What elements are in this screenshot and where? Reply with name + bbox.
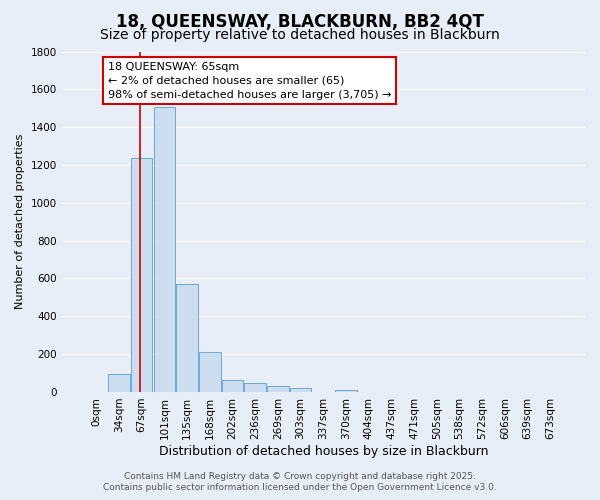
Bar [108, 374, 130, 392]
Text: Contains HM Land Registry data © Crown copyright and database right 2025.
Contai: Contains HM Land Registry data © Crown c… [103, 472, 497, 492]
Text: Size of property relative to detached houses in Blackburn: Size of property relative to detached ho… [100, 28, 500, 42]
Bar [244, 383, 266, 392]
Bar [131, 158, 152, 392]
Bar [290, 388, 311, 392]
Bar [176, 284, 198, 392]
Bar [335, 390, 357, 392]
Bar [222, 380, 243, 392]
Bar [199, 352, 221, 392]
X-axis label: Distribution of detached houses by size in Blackburn: Distribution of detached houses by size … [158, 444, 488, 458]
Y-axis label: Number of detached properties: Number of detached properties [15, 134, 25, 310]
Text: 18 QUEENSWAY: 65sqm
← 2% of detached houses are smaller (65)
98% of semi-detache: 18 QUEENSWAY: 65sqm ← 2% of detached hou… [107, 62, 391, 100]
Bar [154, 108, 175, 392]
Text: 18, QUEENSWAY, BLACKBURN, BB2 4QT: 18, QUEENSWAY, BLACKBURN, BB2 4QT [116, 12, 484, 30]
Bar [267, 386, 289, 392]
